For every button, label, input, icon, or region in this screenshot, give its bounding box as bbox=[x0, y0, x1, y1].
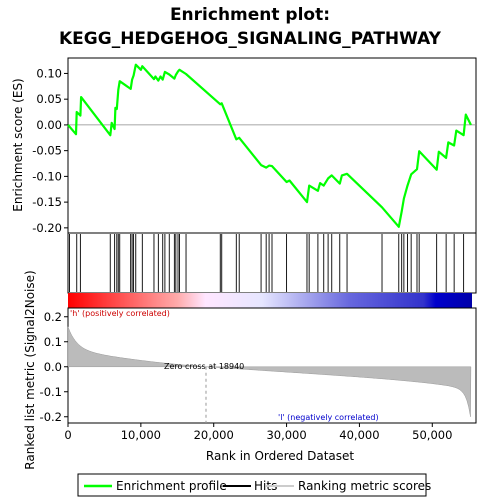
es-plot-frame bbox=[67, 57, 477, 234]
rank-y-tick-label: 0.2 bbox=[44, 310, 62, 324]
x-tick-label: 30,000 bbox=[266, 428, 306, 442]
x-tick-label: 20,000 bbox=[194, 428, 234, 442]
negative-correlation-label: 'l' (negatively correlated) bbox=[278, 413, 379, 422]
legend-box bbox=[77, 473, 427, 497]
ranked-metric-panel: 0.2 0.1 0.0 -0.1 -0.2 'h' (positively correl… bbox=[23, 270, 477, 470]
es-y-tick-label: -0.10 bbox=[32, 169, 62, 183]
legend-hits-label: Hits bbox=[254, 479, 277, 493]
x-tick-label: 40,000 bbox=[339, 428, 379, 442]
x-tick-label: 10,000 bbox=[121, 428, 161, 442]
enrichment-profile-line bbox=[67, 63, 472, 228]
positive-correlation-label: 'h' (positively correlated) bbox=[70, 309, 170, 318]
x-tick-label: 50,000 bbox=[412, 428, 452, 442]
es-y-tick-label: -0.20 bbox=[32, 221, 62, 235]
es-y-tick-label: 0.10 bbox=[36, 66, 62, 80]
x-axis-label: Rank in Ordered Dataset bbox=[206, 449, 354, 463]
es-y-tick-label: -0.15 bbox=[32, 195, 62, 209]
es-y-tick-label: -0.05 bbox=[32, 144, 62, 158]
es-y-tick-label: 0.05 bbox=[36, 92, 62, 106]
rank-y-tick-label: -0.1 bbox=[40, 385, 62, 399]
x-tick-label: 0 bbox=[64, 428, 71, 442]
x-axis-ticks: 0 10,000 20,000 30,000 40,000 50,000 bbox=[64, 423, 452, 442]
rank-y-tick-label: 0.0 bbox=[44, 360, 62, 374]
es-y-axis-label: Enrichment score (ES) bbox=[11, 78, 25, 211]
hits-panel bbox=[67, 232, 477, 294]
ranking-metric-area bbox=[67, 326, 472, 417]
legend: Enrichment profile Hits Ranking metric s… bbox=[77, 473, 431, 497]
es-panel: 0.10 0.05 0.00 -0.05 -0.10 -0.15 -0.20 Enrichm… bbox=[11, 57, 477, 235]
legend-metric-label: Ranking metric scores bbox=[298, 479, 431, 493]
legend-enrichment-label: Enrichment profile bbox=[116, 479, 227, 493]
es-y-ticks: 0.10 0.05 0.00 -0.05 -0.10 -0.15 -0.20 bbox=[32, 66, 68, 235]
chart-title-line1: Enrichment plot: bbox=[170, 5, 330, 25]
hit-markers bbox=[69, 234, 465, 292]
rank-y-tick-label: -0.2 bbox=[40, 410, 62, 424]
rank-y-ticks: 0.2 0.1 0.0 -0.1 -0.2 bbox=[40, 310, 68, 424]
rank-color-bar bbox=[68, 293, 472, 308]
rank-y-axis-label: Ranked list metric (Signal2Noise) bbox=[23, 270, 37, 469]
chart-title-line2: KEGG_HEDGEHOG_SIGNALING_PATHWAY bbox=[59, 29, 442, 49]
zero-cross-label: Zero cross at 18940 bbox=[164, 362, 244, 371]
es-y-tick-label: 0.00 bbox=[36, 118, 62, 132]
rank-y-tick-label: 0.1 bbox=[44, 335, 62, 349]
